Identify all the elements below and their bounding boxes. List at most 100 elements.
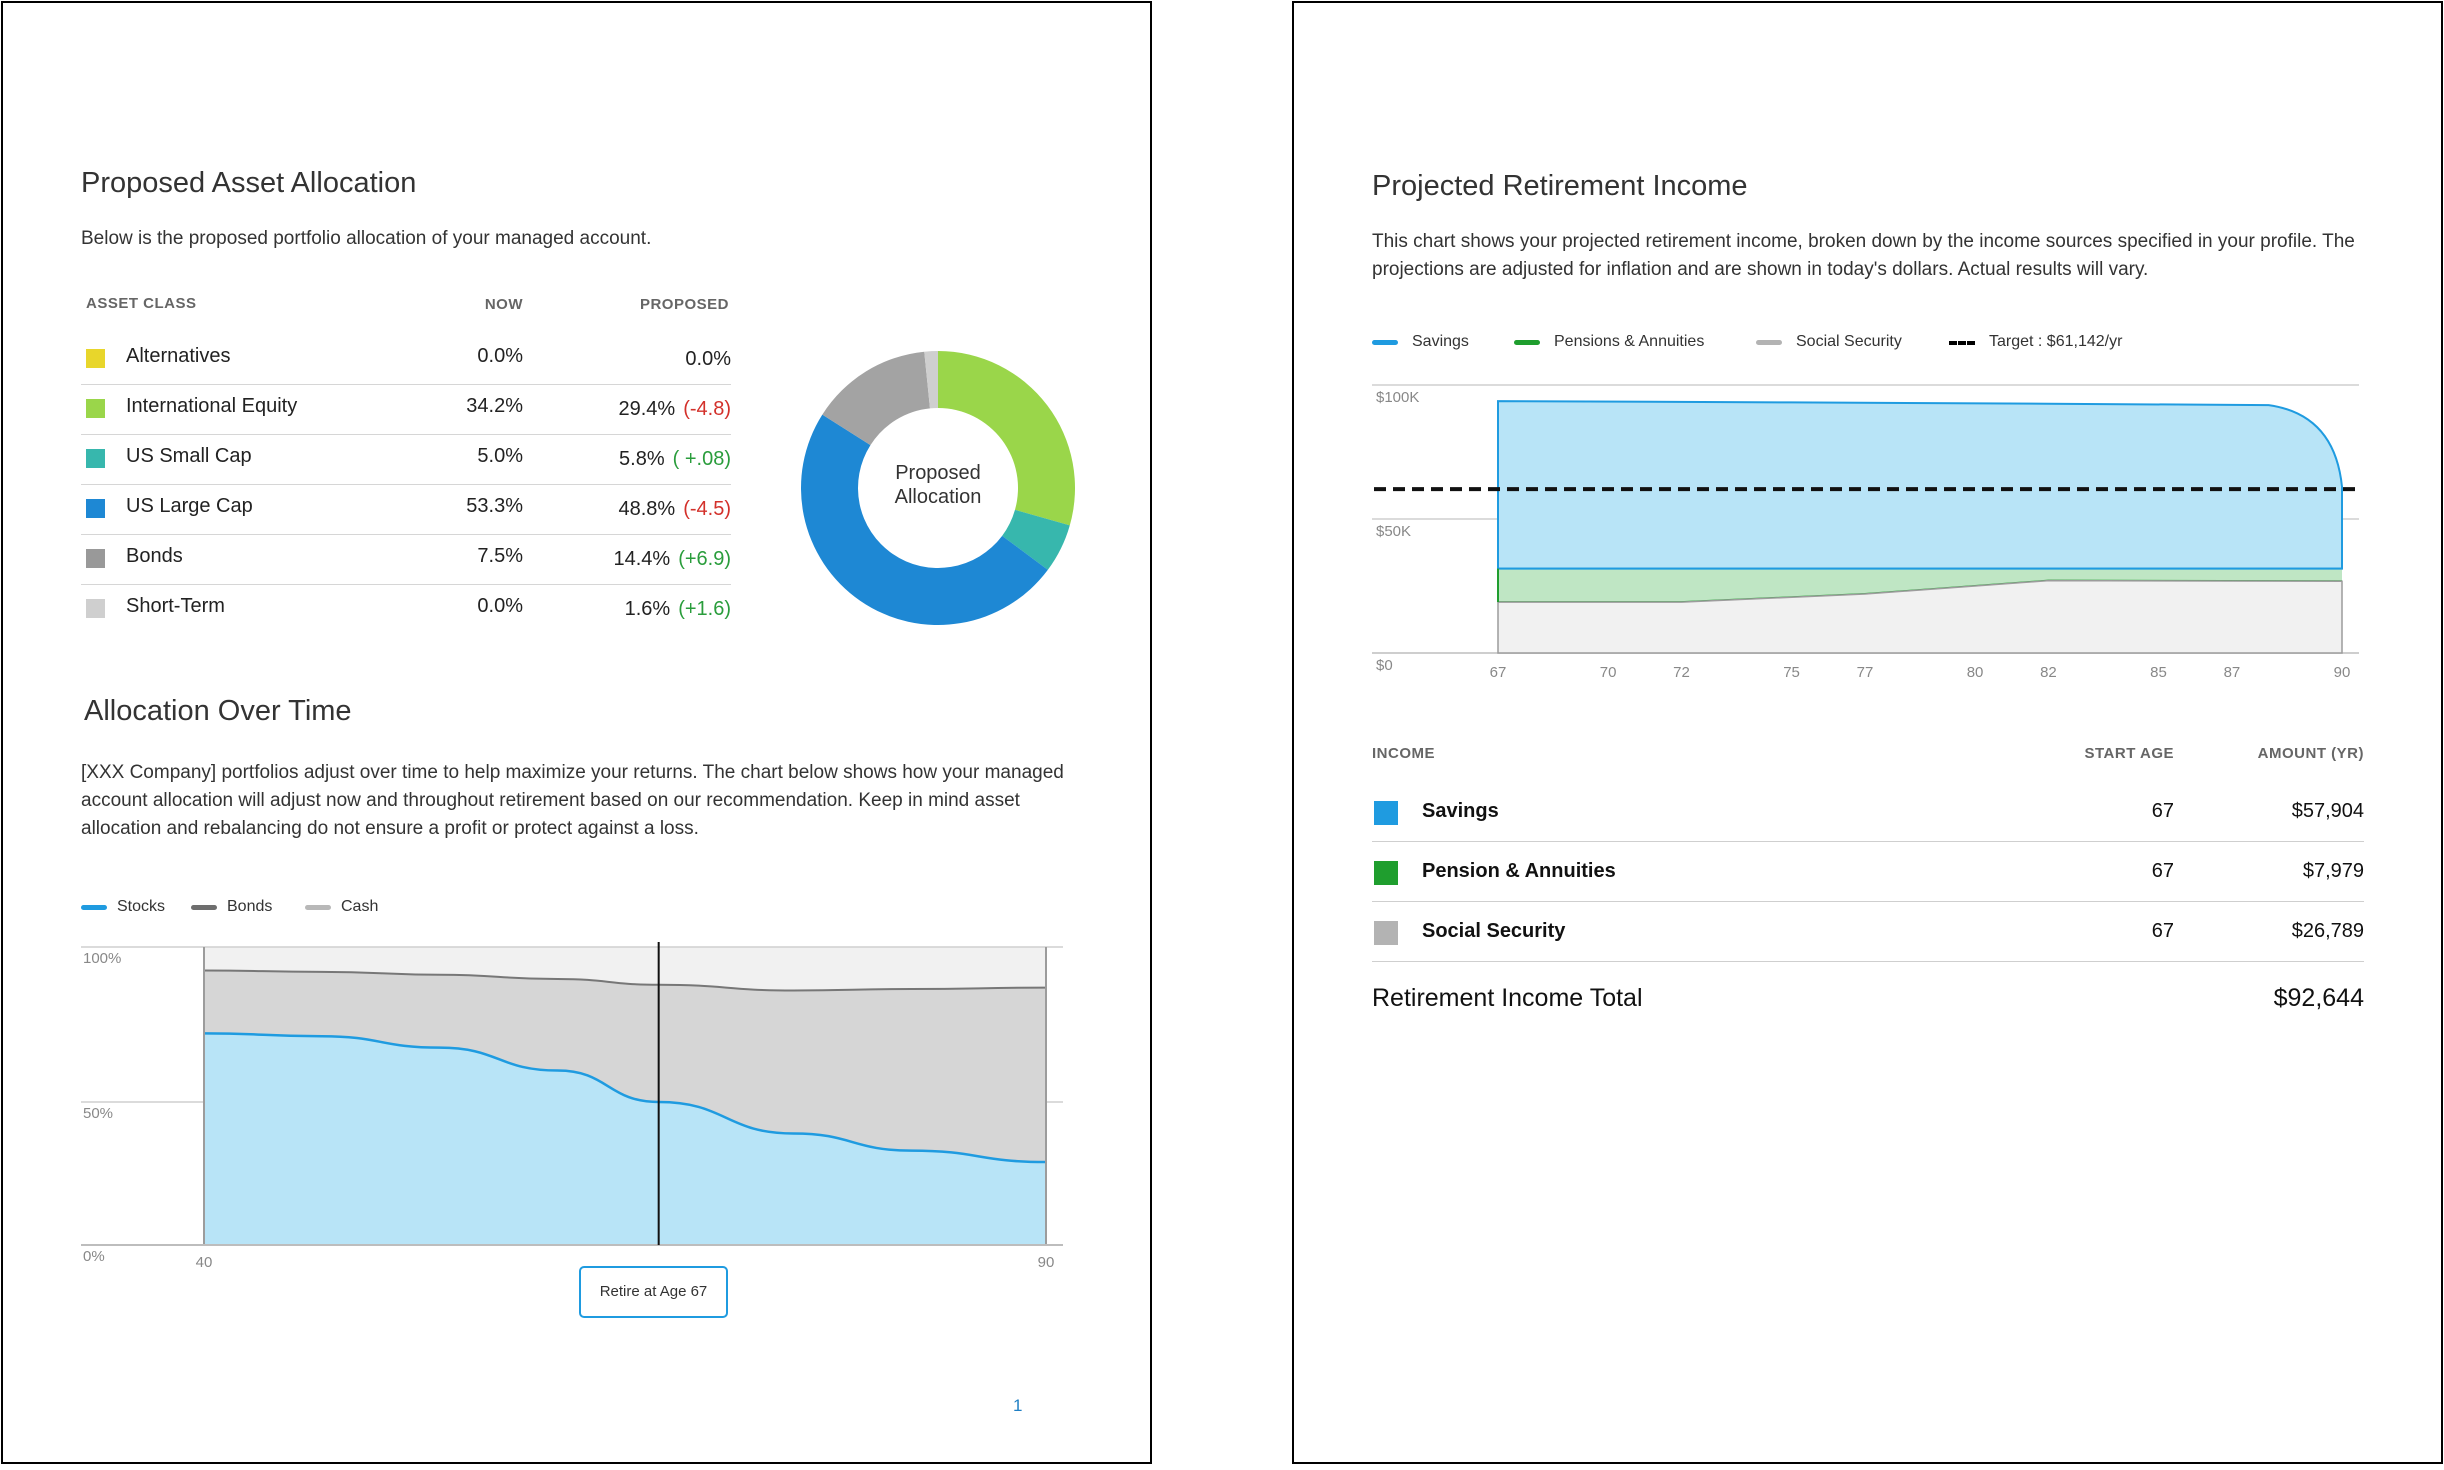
y-tick-label: $0 — [1376, 657, 1393, 674]
asset-color-swatch — [86, 599, 105, 618]
income-name: Savings — [1422, 800, 1499, 822]
social-security-area — [1497, 579, 2343, 654]
header-start-age: START AGE — [2084, 745, 2174, 762]
asset-row: Short-Term 0.0% 1.6% (+1.6) — [81, 585, 731, 635]
legend-label: Bonds — [227, 898, 273, 915]
legend-item: Bonds — [191, 898, 272, 916]
asset-name: Alternatives — [126, 345, 231, 367]
legend-item: Cash — [305, 898, 378, 916]
retirement-income-chart: $100K $50K $0 67 70 72 75 77 80 82 85 87 90 — [1372, 384, 2359, 681]
asset-proposed-cell: 48.8% (-4.5) — [521, 498, 731, 521]
retire-age-marker-label: Retire at Age 67 — [579, 1266, 728, 1318]
asset-row: Alternatives 0.0% 0.0% — [81, 335, 731, 385]
y-tick-label: $50K — [1376, 523, 1411, 540]
page-number: 1 — [1013, 1396, 1023, 1415]
donut-label-line2: Allocation — [894, 486, 982, 508]
legend-item: Savings — [1372, 333, 1469, 351]
asset-allocation-description: Below is the proposed portfolio allocati… — [81, 228, 652, 249]
asset-row: Bonds 7.5% 14.4% (+6.9) — [81, 535, 731, 585]
asset-proposed-value: 5.8% — [619, 448, 665, 470]
donut-slice — [800, 414, 1048, 626]
income-amount: $57,904 — [2291, 800, 2364, 822]
asset-change-value: (-4.8) — [683, 398, 731, 420]
donut-slice — [938, 351, 1075, 526]
report-page-1: Proposed Asset Allocation Below is the p… — [1, 1, 1152, 1464]
asset-allocation-title: Proposed Asset Allocation — [81, 167, 417, 199]
asset-color-swatch — [86, 549, 105, 568]
y-tick-label: 0% — [83, 1248, 105, 1265]
asset-color-swatch — [86, 349, 105, 368]
header-amount: AMOUNT (YR) — [2257, 745, 2364, 762]
donut-slice — [822, 351, 930, 446]
x-tick-label: 70 — [1600, 664, 1617, 681]
asset-proposed-cell: 1.6% (+1.6) — [521, 598, 731, 621]
y-tick-label: $100K — [1376, 389, 1419, 406]
income-color-swatch — [1374, 861, 1398, 885]
income-amount: $26,789 — [2291, 920, 2364, 942]
income-row: Social Security 67 $26,789 — [1372, 902, 2364, 962]
bonds-line — [203, 969, 1047, 992]
x-tick-label: 90 — [1038, 1254, 1055, 1271]
income-start-age: 67 — [2151, 860, 2174, 882]
legend-swatch — [191, 905, 217, 910]
legend-label: Stocks — [117, 898, 166, 915]
header-proposed: PROPOSED — [639, 296, 729, 313]
asset-name: International Equity — [126, 395, 298, 417]
asset-proposed-value: 1.6% — [624, 598, 671, 620]
legend-swatch — [81, 905, 107, 910]
pensions-area — [1498, 568, 2342, 603]
asset-change-value: (-4.5) — [683, 498, 731, 520]
donut-center-label: Proposed Allocation — [858, 461, 1018, 509]
asset-proposed-value: 0.0% — [685, 348, 731, 370]
stocks-line — [203, 1032, 1047, 1164]
x-tick-label: 75 — [1783, 664, 1800, 681]
asset-name: Short-Term — [126, 595, 225, 617]
income-start-age: 67 — [2151, 800, 2174, 822]
asset-row: US Small Cap 5.0% 5.8% ( +.08) — [81, 435, 731, 485]
asset-color-swatch — [86, 499, 105, 518]
income-color-swatch — [1374, 801, 1398, 825]
legend-label: Cash — [341, 898, 379, 915]
legend-swatch — [1514, 340, 1540, 345]
asset-name: Bonds — [126, 545, 183, 567]
asset-proposed-cell: 14.4% (+6.9) — [521, 548, 731, 571]
legend-item: Pensions & Annuities — [1514, 333, 1704, 351]
asset-now-value: 53.3% — [466, 495, 523, 517]
retirement-income-total-label: Retirement Income Total — [1372, 984, 1643, 1012]
asset-now-value: 5.0% — [477, 445, 523, 467]
x-tick-label: 77 — [1857, 664, 1874, 681]
income-name: Social Security — [1422, 920, 1566, 942]
x-tick-label: 90 — [2334, 664, 2351, 681]
proposed-allocation-donut — [800, 351, 1075, 626]
legend-label: Social Security — [1796, 333, 1902, 350]
asset-color-swatch — [86, 449, 105, 468]
header-now: NOW — [484, 296, 523, 313]
asset-proposed-value: 29.4% — [618, 398, 676, 420]
legend-item: Target : $61,142/yr — [1949, 333, 2122, 351]
asset-change-value: ( +.08) — [672, 448, 731, 470]
x-tick-label: 80 — [1967, 664, 1984, 681]
income-amount: $7,979 — [2302, 860, 2364, 882]
retirement-income-total-value: $92,644 — [2273, 984, 2364, 1012]
asset-now-value: 34.2% — [466, 395, 523, 417]
allocation-over-time-chart: 100% 50% 0% 40 90 — [81, 942, 1063, 1271]
income-color-swatch — [1374, 921, 1398, 945]
legend-swatch — [1949, 341, 1975, 345]
x-tick-label: 85 — [2150, 664, 2167, 681]
x-tick-label: 40 — [196, 1254, 213, 1271]
header-asset-class: ASSET CLASS — [86, 295, 197, 312]
y-tick-label: 100% — [83, 950, 121, 967]
income-start-age: 67 — [2151, 920, 2174, 942]
asset-proposed-cell: 5.8% ( +.08) — [521, 448, 731, 471]
legend-item: Stocks — [81, 898, 165, 916]
retirement-income-title: Projected Retirement Income — [1372, 170, 1748, 202]
asset-proposed-cell: 29.4% (-4.8) — [521, 398, 731, 421]
donut-slice — [1002, 509, 1070, 570]
legend-label: Pensions & Annuities — [1554, 333, 1705, 350]
legend-swatch — [1756, 340, 1782, 345]
retirement-income-description: This chart shows your projected retireme… — [1372, 231, 2355, 280]
asset-change-value: (+6.9) — [678, 548, 731, 570]
asset-proposed-value: 14.4% — [613, 548, 671, 570]
asset-name: US Small Cap — [126, 445, 252, 467]
asset-color-swatch — [86, 399, 105, 418]
